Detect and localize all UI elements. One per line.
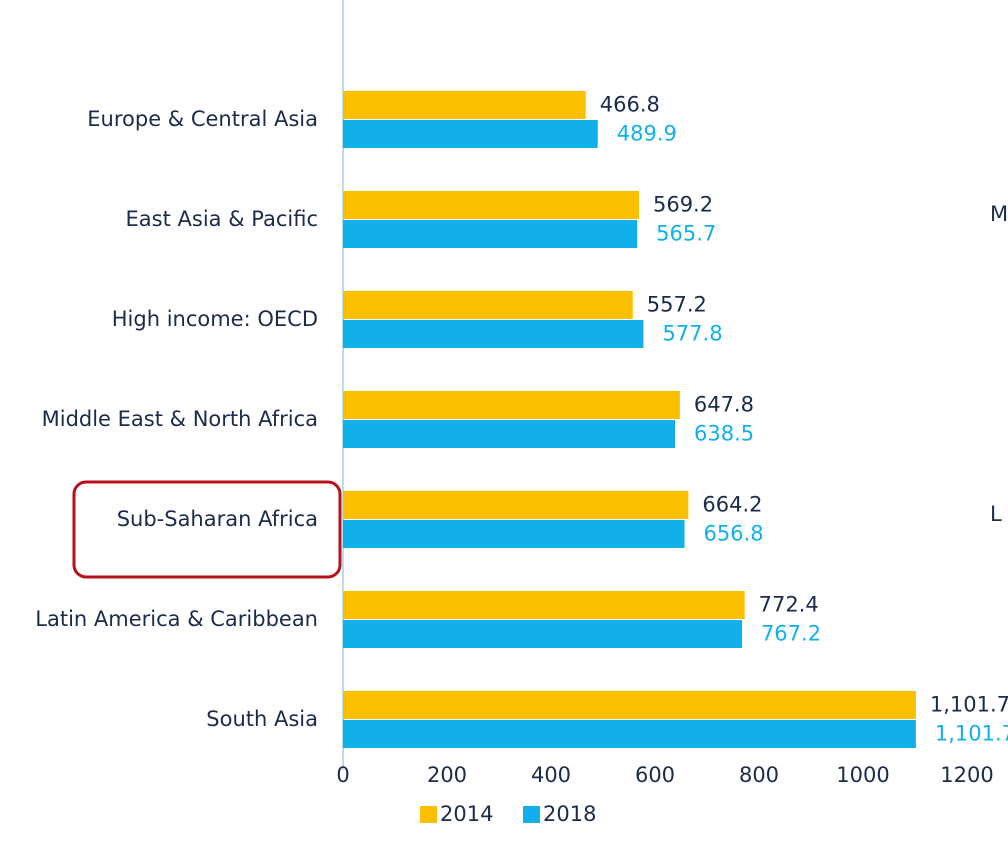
legend-swatch [523, 806, 540, 823]
value-label: 656.8 [704, 522, 764, 546]
value-label: 565.7 [656, 222, 716, 246]
y-tick-label: South Asia [206, 707, 318, 731]
bar [343, 691, 916, 719]
bar [343, 491, 689, 519]
legend-label: 2018 [543, 802, 596, 826]
bar [343, 520, 685, 548]
y-tick-label: Latin America & Caribbean [35, 607, 318, 631]
value-label: 664.2 [702, 493, 762, 517]
bar [343, 91, 586, 119]
value-label: 466.8 [600, 93, 660, 117]
x-tick-label: 1200 [940, 763, 993, 787]
y-tick-label: East Asia & Pacific [126, 207, 318, 231]
x-tick-label: 400 [531, 763, 571, 787]
bar [343, 291, 633, 319]
bar [343, 420, 676, 448]
bar [343, 391, 680, 419]
bar [343, 620, 742, 648]
y-tick-label: High income: OECD [112, 307, 318, 331]
x-tick-label: 800 [739, 763, 779, 787]
bar [343, 191, 639, 219]
bar [343, 220, 638, 248]
value-label: 557.2 [647, 293, 707, 317]
y-tick-label: Middle East & North Africa [42, 407, 318, 431]
value-label: 647.8 [694, 393, 754, 417]
value-label: 767.2 [761, 622, 821, 646]
x-tick-label: 1000 [836, 763, 889, 787]
bar [343, 591, 745, 619]
value-label: 638.5 [694, 422, 754, 446]
y-tick-label: Europe & Central Asia [87, 107, 318, 131]
x-tick-label: 200 [427, 763, 467, 787]
value-label: 1,101.7 [930, 693, 1008, 717]
x-tick-label: 600 [635, 763, 675, 787]
value-label: 772.4 [759, 593, 819, 617]
value-label: 577.8 [662, 322, 722, 346]
bar [343, 720, 916, 748]
value-label: 1,101.7 [935, 722, 1008, 746]
highlight-box [72, 480, 342, 579]
legend-label: 2014 [440, 802, 493, 826]
annotation: L [990, 502, 1002, 526]
y-tick-label: Sub-Saharan Africa [117, 507, 318, 531]
bar [343, 120, 598, 148]
annotation: M [990, 202, 1008, 226]
value-label: 569.2 [653, 193, 713, 217]
legend-swatch [420, 806, 437, 823]
value-label: 489.9 [617, 122, 677, 146]
bar [343, 320, 644, 348]
x-tick-label: 0 [336, 763, 349, 787]
